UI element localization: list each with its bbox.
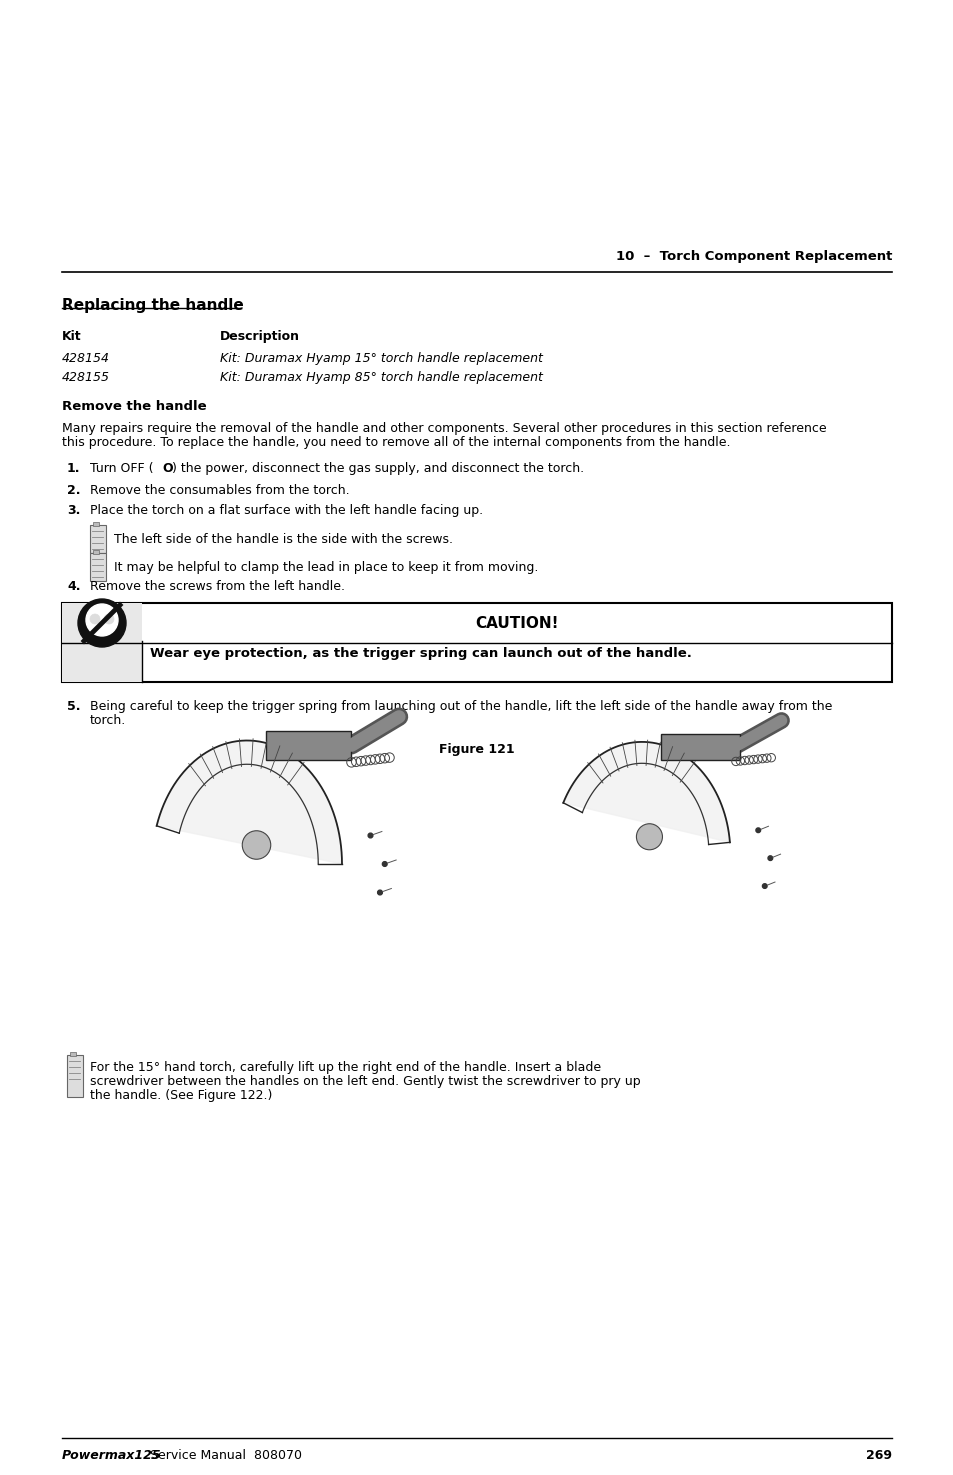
Circle shape — [104, 614, 113, 624]
Text: torch.: torch. — [90, 714, 126, 727]
Text: Kit: Duramax Hyamp 85° torch handle replacement: Kit: Duramax Hyamp 85° torch handle repl… — [220, 372, 542, 384]
Bar — [67, 1055, 83, 1097]
Text: 428155: 428155 — [62, 372, 110, 384]
Text: Remove the handle: Remove the handle — [62, 400, 207, 413]
Text: Kit: Kit — [62, 330, 82, 344]
Circle shape — [368, 833, 373, 838]
Text: 428154: 428154 — [62, 353, 110, 364]
Circle shape — [242, 830, 271, 860]
Text: Description: Description — [220, 330, 299, 344]
Text: Powermax125: Powermax125 — [62, 1448, 161, 1462]
Text: screwdriver between the handles on the left end. Gently twist the screwdriver to: screwdriver between the handles on the l… — [90, 1075, 640, 1089]
Text: this procedure. To replace the handle, you need to remove all of the internal co: this procedure. To replace the handle, y… — [62, 437, 730, 448]
Circle shape — [755, 827, 760, 832]
Polygon shape — [156, 740, 341, 864]
Text: Kit: Duramax Hyamp 15° torch handle replacement: Kit: Duramax Hyamp 15° torch handle repl… — [220, 353, 542, 364]
Text: Remove the consumables from the torch.: Remove the consumables from the torch. — [90, 484, 349, 497]
Circle shape — [377, 889, 382, 895]
Circle shape — [636, 823, 661, 850]
Text: It may be helpful to clamp the lead in place to keep it from moving.: It may be helpful to clamp the lead in p… — [113, 560, 537, 574]
Text: Figure 121: Figure 121 — [438, 743, 515, 757]
Circle shape — [78, 599, 126, 648]
Text: O: O — [162, 462, 172, 475]
Text: Wear eye protection, as the trigger spring can launch out of the handle.: Wear eye protection, as the trigger spri… — [150, 648, 691, 659]
Text: Remove the screws from the left handle.: Remove the screws from the left handle. — [90, 580, 345, 593]
Text: Service Manual  808070: Service Manual 808070 — [142, 1448, 302, 1462]
Bar — [62, 603, 891, 681]
Circle shape — [767, 855, 772, 860]
Text: 4.: 4. — [67, 580, 80, 593]
Text: 1.: 1. — [67, 462, 80, 475]
Text: The left side of the handle is the side with the screws.: The left side of the handle is the side … — [113, 532, 453, 546]
Text: ) the power, disconnect the gas supply, and disconnect the torch.: ) the power, disconnect the gas supply, … — [172, 462, 583, 475]
Circle shape — [382, 861, 387, 866]
Circle shape — [86, 603, 118, 636]
Bar — [659, 733, 739, 760]
Text: Being careful to keep the trigger spring from launching out of the handle, lift : Being careful to keep the trigger spring… — [90, 701, 832, 712]
Text: 3.: 3. — [67, 504, 80, 518]
Circle shape — [90, 614, 100, 624]
Text: 10  –  Torch Component Replacement: 10 – Torch Component Replacement — [615, 249, 891, 263]
Bar — [266, 732, 351, 760]
Text: 269: 269 — [865, 1448, 891, 1462]
Text: For the 15° hand torch, carefully lift up the right end of the handle. Insert a : For the 15° hand torch, carefully lift u… — [90, 1061, 600, 1074]
Text: 2.: 2. — [67, 484, 80, 497]
Text: Many repairs require the removal of the handle and other components. Several oth: Many repairs require the removal of the … — [62, 422, 825, 435]
Text: the handle. (See Figure 122.): the handle. (See Figure 122.) — [90, 1089, 273, 1102]
Polygon shape — [562, 742, 729, 842]
Text: Place the torch on a flat surface with the left handle facing up.: Place the torch on a flat surface with t… — [90, 504, 482, 518]
Text: CAUTION!: CAUTION! — [475, 615, 558, 630]
Text: Turn OFF (: Turn OFF ( — [90, 462, 153, 475]
Text: 5.: 5. — [67, 701, 80, 712]
Bar — [90, 553, 106, 581]
Bar — [90, 525, 106, 553]
Bar — [92, 550, 99, 555]
Bar — [62, 603, 142, 681]
Text: Replacing the handle: Replacing the handle — [62, 298, 244, 313]
Circle shape — [761, 884, 766, 888]
Bar — [92, 522, 99, 527]
Bar — [70, 1052, 76, 1056]
